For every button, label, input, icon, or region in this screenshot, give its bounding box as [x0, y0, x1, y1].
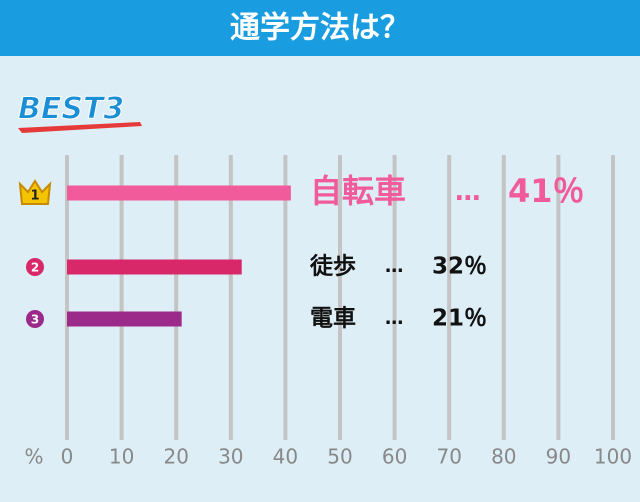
rank-crown — [18, 179, 52, 205]
x-tick-label: 40 — [273, 445, 298, 469]
header — [0, 0, 640, 56]
separator: … — [385, 308, 403, 329]
x-tick-label: 10 — [109, 445, 134, 469]
rank-circle — [26, 310, 44, 328]
category-label: 自転車 — [310, 172, 406, 210]
x-tick-label: 60 — [382, 445, 407, 469]
value-label: 21％ — [432, 306, 487, 332]
x-axis-label: % — [24, 445, 43, 469]
bar — [67, 311, 182, 327]
chart-title: 通学方法は？ — [230, 11, 410, 46]
rank-number: 2 — [31, 261, 39, 275]
x-tick-label: 20 — [163, 445, 188, 469]
category-label: 徒歩 — [309, 253, 356, 280]
x-tick-label: 50 — [327, 445, 352, 469]
x-tick-label: 30 — [218, 445, 243, 469]
category-label: 電車 — [310, 306, 356, 332]
x-tick-label: 100 — [594, 445, 632, 469]
separator: … — [385, 256, 403, 277]
rank-number: 1 — [30, 189, 39, 204]
badge-underline — [18, 122, 142, 133]
bar — [67, 259, 242, 275]
bar — [67, 185, 291, 201]
rank-circle — [26, 258, 44, 276]
value-label: 32％ — [432, 254, 487, 280]
rank-number: 3 — [31, 313, 39, 327]
badge: BEST3 — [18, 92, 124, 127]
value-label: 41％ — [508, 172, 585, 210]
separator: … — [455, 177, 481, 207]
x-tick-label: 90 — [546, 445, 571, 469]
x-tick-label: 0 — [61, 445, 74, 469]
x-tick-label: 70 — [436, 445, 461, 469]
x-tick-label: 80 — [491, 445, 516, 469]
